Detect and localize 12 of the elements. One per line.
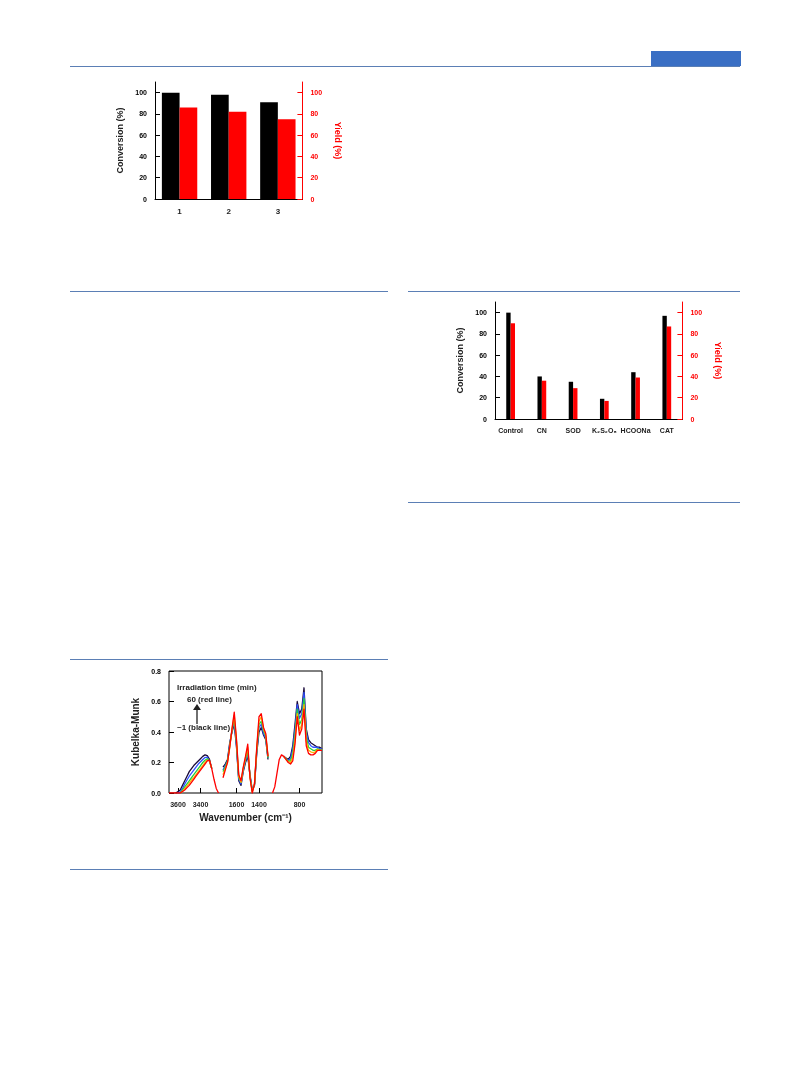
annotation: Irradiation time (min): [177, 683, 257, 692]
x-tick-label: 1: [177, 206, 183, 216]
y2-axis-title: Yield (%): [332, 121, 343, 160]
y-axis-title: Conversion (%): [454, 327, 465, 394]
annotation: ~1 (black line): [177, 723, 231, 732]
y-axis-title: Kubelka-Munk: [129, 697, 141, 767]
x-tick-label: 2: [226, 206, 232, 216]
x-axis-title: Wavenumber (cm⁻¹): [199, 812, 292, 824]
y-axis-title: Conversion (%): [114, 107, 125, 174]
annotation: 60 (red line): [187, 695, 232, 704]
x-tick-label: 3: [275, 206, 281, 216]
y2-axis-title: Yield (%): [712, 341, 723, 380]
